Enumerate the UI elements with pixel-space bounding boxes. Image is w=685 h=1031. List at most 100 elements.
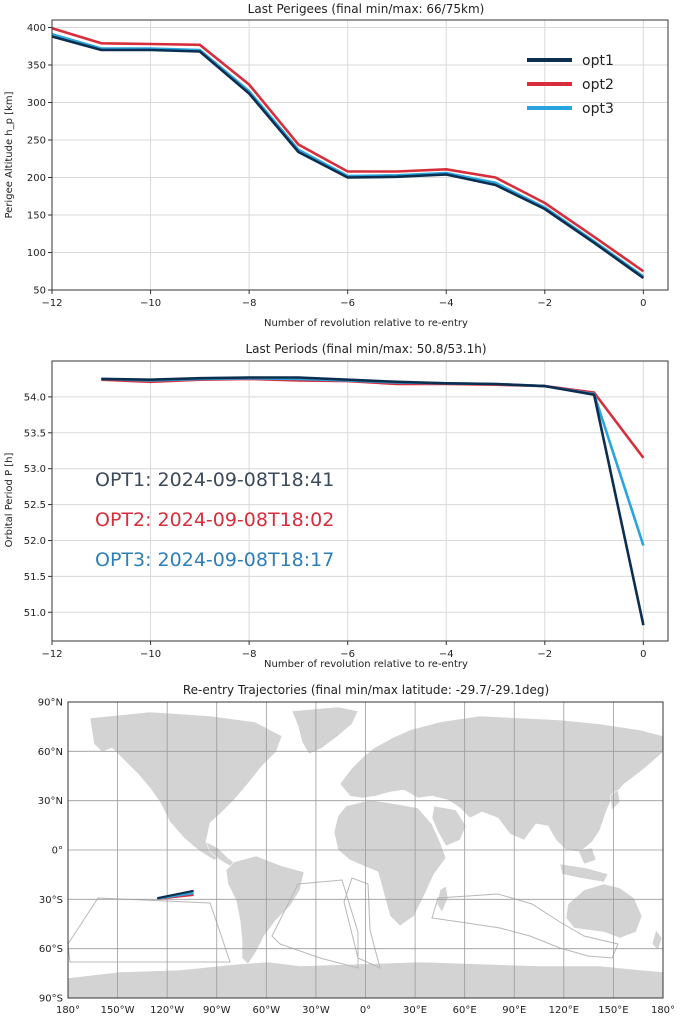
y-tick-label: 100 xyxy=(27,248,46,259)
x-tick-label: −4 xyxy=(439,649,454,660)
y-tick-label: 51.5 xyxy=(24,572,46,583)
land-indonesia xyxy=(559,863,609,883)
perigee-y-axis-label: Perigee Altitude h_p [km] xyxy=(4,91,15,218)
lat-tick-label: 30°S xyxy=(39,895,63,906)
region-outlines xyxy=(68,877,619,969)
perigee-chart: Last Perigees (final min/max: 66/75km) −… xyxy=(4,2,669,329)
perigee-series xyxy=(51,27,645,280)
y-tick-label: 51.0 xyxy=(24,608,46,619)
y-tick-label: 250 xyxy=(27,136,46,147)
track-opt1 xyxy=(157,889,194,900)
lon-tick-label: 60°W xyxy=(253,1005,281,1016)
y-tick-label: 50 xyxy=(33,286,46,297)
land-borneo xyxy=(577,847,597,865)
period-chart: Last Periods (final min/max: 50.8/53.1h)… xyxy=(4,342,669,670)
annotation-opt1: OPT1: 2024-09-08T18:41 xyxy=(95,469,334,491)
period-plot-frame xyxy=(51,360,669,642)
x-tick-label: −10 xyxy=(140,298,161,309)
x-tick-label: −12 xyxy=(41,298,62,309)
map-title: Re-entry Trajectories (final min/max lat… xyxy=(183,683,549,697)
lat-tick-label: 90°S xyxy=(39,994,63,1005)
x-tick-label: −6 xyxy=(340,649,355,660)
period-annotations: OPT1: 2024-09-08T18:41 OPT2: 2024-09-08T1… xyxy=(95,469,334,571)
x-tick-label: −10 xyxy=(140,649,161,660)
period-chart-title: Last Periods (final min/max: 50.8/53.1h) xyxy=(245,342,486,356)
y-tick-label: 52.0 xyxy=(24,536,46,547)
legend-label-opt3: opt3 xyxy=(582,101,614,117)
period-x-axis-label: Number of revolution relative to re-entr… xyxy=(264,659,468,670)
lat-tick-label: 60°S xyxy=(39,944,63,955)
perigee-y-ticks: 50 100 150 200 250 300 350 400 xyxy=(27,23,52,297)
period-y-axis-label: Orbital Period P [h] xyxy=(4,452,15,547)
period-x-ticks: −12 −10 −8 −6 −4 −2 0 xyxy=(41,641,647,660)
y-tick-label: 350 xyxy=(27,61,46,72)
perigee-grid xyxy=(51,20,668,291)
lon-tick-label: 30°W xyxy=(302,1005,330,1016)
perigee-legend: opt1 opt2 opt3 xyxy=(527,53,614,117)
land-new-zealand xyxy=(651,929,663,951)
x-tick-label: −6 xyxy=(340,298,355,309)
map-graticule xyxy=(68,702,663,998)
land-greenland xyxy=(291,706,359,755)
lon-tick-label: 60°E xyxy=(453,1005,477,1016)
lon-tick-label: 90°E xyxy=(502,1005,526,1016)
legend-label-opt2: opt2 xyxy=(582,77,614,93)
lon-tick-label: 180° xyxy=(651,1005,675,1016)
lon-tick-label: 150°E xyxy=(598,1005,628,1016)
y-tick-label: 53.5 xyxy=(24,428,46,439)
lon-tick-label: 180° xyxy=(56,1005,80,1016)
lon-tick-label: 120°E xyxy=(549,1005,579,1016)
perigee-x-ticks: −12 −10 −8 −6 −4 −2 0 xyxy=(41,290,647,309)
land-arabia xyxy=(431,805,467,847)
annotation-opt3: OPT3: 2024-09-08T18:17 xyxy=(95,549,334,571)
x-tick-label: −12 xyxy=(41,649,62,660)
y-tick-label: 52.5 xyxy=(24,500,46,511)
outline-south-pacific xyxy=(68,897,231,963)
x-tick-label: −8 xyxy=(242,298,257,309)
lon-tick-label: 150°W xyxy=(101,1005,135,1016)
lat-tick-label: 60°N xyxy=(38,747,63,758)
land-japan xyxy=(609,789,621,811)
y-tick-label: 200 xyxy=(27,173,46,184)
lat-tick-label: 0° xyxy=(52,846,63,857)
lon-tick-label: 30°E xyxy=(403,1005,427,1016)
x-tick-label: 0 xyxy=(640,298,646,309)
lat-tick-label: 30°N xyxy=(38,796,63,807)
outline-south-atlantic xyxy=(271,879,359,969)
x-tick-label: −2 xyxy=(537,298,552,309)
reentry-map: Re-entry Trajectories (final min/max lat… xyxy=(38,683,675,1016)
series-line-opt1 xyxy=(101,376,645,626)
y-tick-label: 150 xyxy=(27,211,46,222)
perigee-plot-frame xyxy=(51,19,669,291)
lon-tick-label: 120°W xyxy=(150,1005,184,1016)
legend-label-opt1: opt1 xyxy=(582,53,614,69)
land-eurasia xyxy=(339,715,663,853)
x-tick-label: −4 xyxy=(439,298,454,309)
series-line-opt1 xyxy=(51,35,645,280)
series-line-opt3 xyxy=(51,33,645,278)
land-africa xyxy=(333,799,447,927)
y-tick-label: 53.0 xyxy=(24,464,46,475)
period-series xyxy=(101,376,645,626)
map-content xyxy=(68,702,663,998)
y-tick-label: 300 xyxy=(27,98,46,109)
outline-south-atlantic-2 xyxy=(343,877,381,969)
map-lon-ticks: 180° 150°W 120°W 90°W 60°W 30°W 0° 30°E 60°E 90°E… xyxy=(56,1005,675,1016)
period-grid xyxy=(51,361,668,641)
series-line-opt2 xyxy=(51,27,645,273)
y-tick-label: 400 xyxy=(27,23,46,34)
lat-tick-label: 90°N xyxy=(38,698,63,709)
lon-tick-label: 90°W xyxy=(203,1005,231,1016)
x-tick-label: −8 xyxy=(242,649,257,660)
x-tick-label: 0 xyxy=(640,649,646,660)
map-tracks xyxy=(157,889,194,900)
lon-tick-label: 0° xyxy=(360,1005,371,1016)
map-lat-ticks: 90°N 60°N 30°N 0° 30°S 60°S 90°S xyxy=(38,698,63,1005)
period-y-ticks: 51.0 51.5 52.0 52.5 53.0 53.5 54.0 xyxy=(24,392,52,619)
outline-indian-ocean xyxy=(431,893,619,959)
y-tick-label: 54.0 xyxy=(24,392,46,403)
land-south-america xyxy=(225,855,305,965)
annotation-opt2: OPT2: 2024-09-08T18:02 xyxy=(95,509,334,531)
